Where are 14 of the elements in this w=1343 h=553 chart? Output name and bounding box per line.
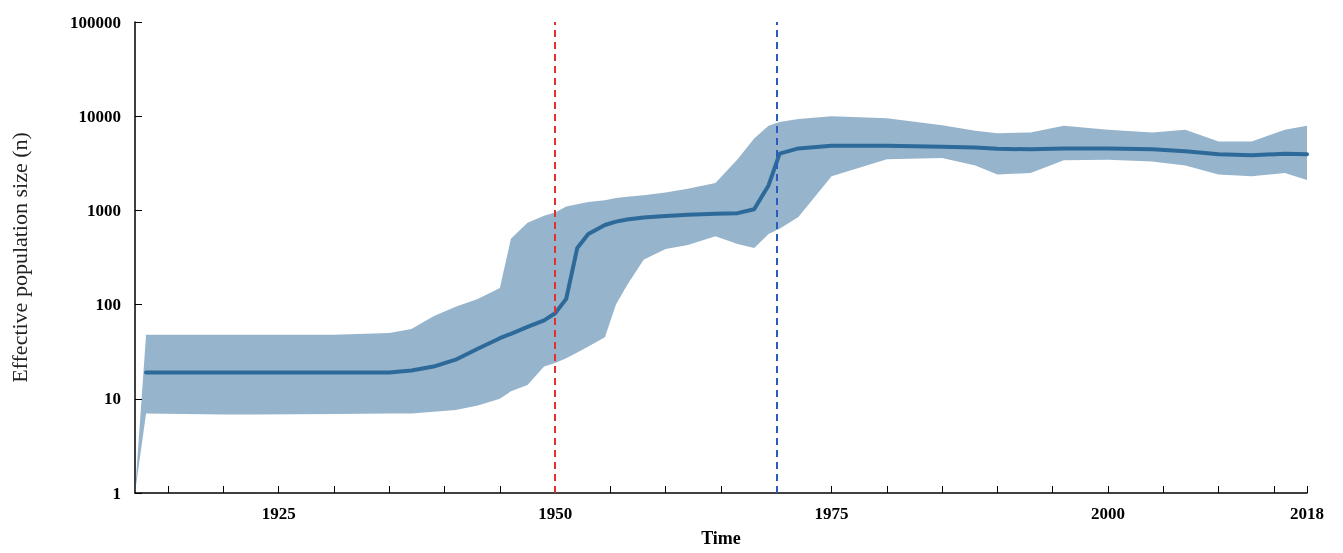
- x-tick-label: 2000: [1090, 504, 1125, 523]
- x-axis-title: Time: [701, 528, 741, 548]
- x-tick-label: 1925: [261, 504, 296, 523]
- x-tick-label: 1975: [814, 504, 849, 523]
- y-tick-label: 1: [112, 483, 121, 503]
- y-tick-label: 10: [104, 389, 121, 409]
- x-tick-label: 2018: [1290, 504, 1324, 523]
- y-tick-label: 100: [95, 295, 121, 315]
- y-tick-label: 10000: [78, 106, 121, 126]
- y-tick-label: 100000: [70, 12, 121, 32]
- y-axis-title: Effective population size (n): [6, 132, 32, 383]
- line-series: [144, 143, 1309, 375]
- y-tick-label: 1000: [87, 200, 121, 220]
- x-tick-label: 1950: [538, 504, 573, 523]
